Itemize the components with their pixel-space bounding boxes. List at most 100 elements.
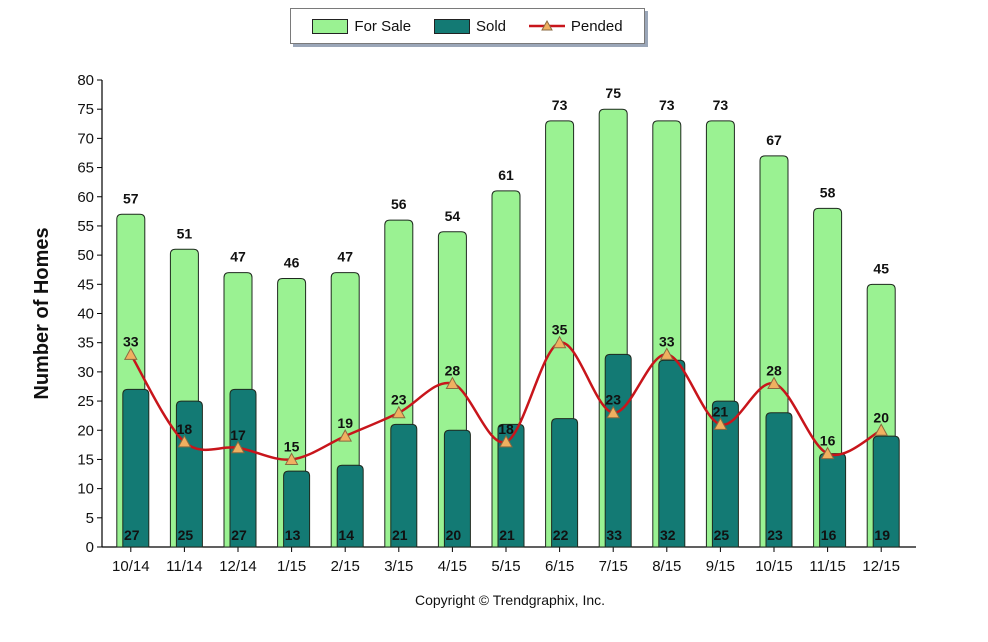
label-pended: 33 <box>659 333 675 349</box>
label-for-sale: 73 <box>659 97 675 113</box>
pended-marker <box>552 335 567 349</box>
bar-sold <box>872 435 900 548</box>
x-tick-label: 9/15 <box>706 558 735 575</box>
label-pended: 33 <box>123 333 139 349</box>
bar-sold <box>551 418 579 548</box>
bar-sold <box>711 400 739 548</box>
label-for-sale: 51 <box>177 225 193 241</box>
label-sold: 20 <box>446 527 462 543</box>
y-tick-label: 60 <box>77 189 94 206</box>
label-pended: 23 <box>605 392 621 408</box>
bar-sold <box>283 470 311 548</box>
label-sold: 25 <box>714 527 730 543</box>
bar-sold <box>122 388 150 548</box>
pended-marker <box>338 429 353 442</box>
legend-item-sold: Sold <box>433 17 506 35</box>
label-sold: 21 <box>499 527 515 543</box>
label-for-sale: 58 <box>820 184 836 200</box>
label-sold: 27 <box>124 527 140 543</box>
x-tick-label: 11/15 <box>809 558 845 575</box>
x-tick-label: 2/15 <box>331 558 360 575</box>
bar-sold <box>336 464 364 548</box>
pended-marker <box>659 347 674 360</box>
label-pended: 18 <box>498 421 514 437</box>
x-tick-label: 10/15 <box>755 558 793 575</box>
y-tick-label: 10 <box>77 481 94 498</box>
label-sold: 13 <box>285 527 301 543</box>
label-sold: 25 <box>178 527 194 543</box>
x-tick-label: 5/15 <box>491 558 520 575</box>
x-tick-label: 6/15 <box>545 558 574 575</box>
legend-label-sold: Sold <box>475 17 506 35</box>
y-tick-label: 0 <box>86 539 94 556</box>
pended-marker <box>284 452 299 465</box>
data-labels: 57 27 33 51 25 18 47 27 17 46 13 15 47 14 19 56 21 23 54 20… <box>123 85 890 543</box>
y-tick-label: 50 <box>77 247 94 264</box>
label-for-sale: 47 <box>337 249 353 265</box>
label-for-sale: 75 <box>605 85 621 101</box>
label-sold: 14 <box>338 527 354 543</box>
label-sold: 16 <box>821 527 837 543</box>
pended-marker <box>820 446 835 460</box>
pended-marker <box>123 347 138 360</box>
y-tick-label: 25 <box>77 393 94 410</box>
bar-sold <box>443 429 471 548</box>
y-tick-label: 70 <box>77 130 94 147</box>
y-tick-label: 55 <box>77 218 94 235</box>
legend-item-pended: Pended <box>528 18 623 35</box>
y-tick-label: 15 <box>77 451 94 468</box>
pended-marker <box>499 434 513 448</box>
label-for-sale: 47 <box>230 249 246 265</box>
x-tick-label: 3/15 <box>384 558 413 575</box>
pended-marker <box>767 376 781 390</box>
y-tick-label: 20 <box>77 422 94 439</box>
bar-sold <box>658 359 686 548</box>
label-pended: 18 <box>177 421 193 437</box>
label-for-sale: 61 <box>498 167 514 183</box>
x-tick-label: 4/15 <box>438 558 467 575</box>
label-pended: 23 <box>391 392 407 408</box>
legend-label-for-sale: For Sale <box>354 17 412 35</box>
legend-swatch-sold <box>433 18 470 34</box>
pended-marker <box>606 405 621 419</box>
bar-sold <box>765 412 793 548</box>
label-for-sale: 46 <box>284 254 300 270</box>
y-tick-label: 45 <box>77 276 94 293</box>
pended-line <box>129 341 882 461</box>
label-sold: 19 <box>874 527 890 543</box>
legend-item-for-sale: For Sale <box>312 18 411 35</box>
label-sold: 27 <box>231 527 247 543</box>
label-for-sale: 45 <box>873 260 889 276</box>
pended-marker <box>445 376 460 390</box>
bar-sold <box>229 388 257 548</box>
x-tick-label: 8/15 <box>652 558 681 575</box>
pended-line-layer <box>123 335 889 465</box>
legend-swatch-for-sale <box>312 18 349 34</box>
x-tick-label: 1/15 <box>277 558 306 575</box>
label-pended: 15 <box>284 438 300 454</box>
y-tick-label: 75 <box>77 101 94 118</box>
pended-marker <box>713 417 728 430</box>
label-for-sale: 57 <box>123 190 139 206</box>
y-tick-label: 40 <box>77 306 94 323</box>
label-pended: 35 <box>552 322 568 338</box>
x-tick-label: 7/15 <box>599 558 628 575</box>
pended-marker <box>874 423 889 436</box>
label-pended: 20 <box>873 409 889 425</box>
label-sold: 23 <box>767 527 783 543</box>
label-sold: 21 <box>392 527 408 543</box>
label-pended: 17 <box>230 427 246 443</box>
legend: For Sale Sold Pended <box>290 8 645 44</box>
bar-sold <box>604 353 632 548</box>
x-tick-label: 12/14 <box>219 558 257 575</box>
axes: 0 5 10 15 20 25 30 35 40 45 50 55 60 65 70 75 80 Number o… <box>31 72 916 575</box>
label-pended: 19 <box>337 415 353 431</box>
y-tick-label: 5 <box>86 510 94 527</box>
bar-sold <box>390 423 418 548</box>
label-pended: 28 <box>766 363 782 379</box>
y-axis-title: Number of Homes <box>31 227 53 399</box>
pended-marker <box>177 434 192 448</box>
label-sold: 33 <box>606 527 622 543</box>
label-pended: 16 <box>820 433 836 449</box>
